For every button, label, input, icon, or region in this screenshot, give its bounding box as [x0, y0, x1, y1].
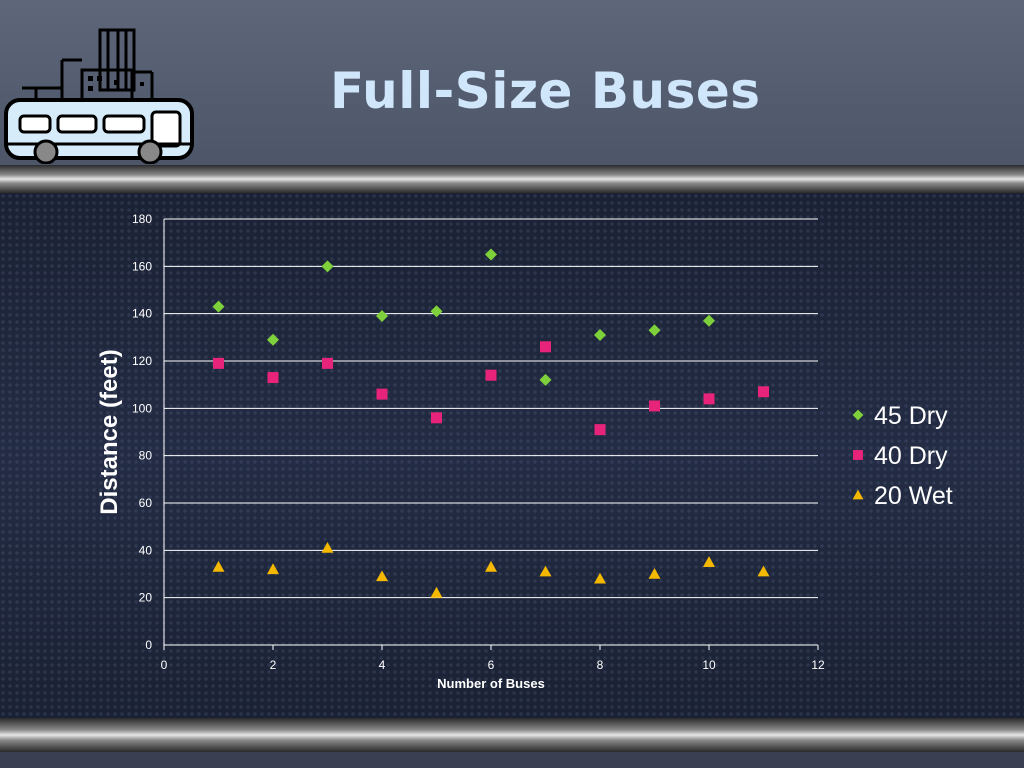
- data-point: [540, 341, 551, 353]
- legend-label: 40 Dry: [874, 442, 948, 470]
- data-point: [703, 393, 715, 405]
- data-point: [485, 560, 497, 572]
- data-point: [757, 565, 770, 577]
- x-tick-label: 12: [811, 658, 825, 672]
- legend-label: 20 Wet: [874, 482, 953, 510]
- data-point: [649, 400, 660, 412]
- data-point: [212, 560, 225, 572]
- y-tick-label: 160: [132, 259, 152, 273]
- data-point: [485, 369, 497, 381]
- data-point: [322, 357, 333, 369]
- legend-marker: [853, 450, 863, 460]
- legend-label: 45 Dry: [874, 402, 948, 430]
- data-point: [703, 556, 715, 567]
- y-tick-label: 80: [139, 449, 153, 463]
- data-point: [539, 373, 552, 386]
- data-point: [267, 563, 279, 575]
- x-axis-label: Number of Buses: [437, 676, 545, 691]
- data-point: [376, 310, 388, 323]
- data-point: [376, 570, 388, 582]
- data-point: [703, 314, 715, 327]
- x-tick-label: 6: [488, 658, 495, 672]
- x-tick-label: 0: [161, 658, 168, 672]
- scatter-chart: 0 20 40 60 80 100 120 140 160 180 0 2 4 6 8 10 12 Number …: [96, 212, 953, 691]
- data-point: [213, 357, 224, 369]
- y-tick-label: 0: [145, 638, 152, 652]
- data-point: [648, 568, 661, 579]
- data-point: [267, 372, 279, 384]
- data-point: [594, 328, 606, 341]
- legend-marker: [852, 409, 864, 421]
- y-tick-label: 120: [132, 354, 152, 368]
- chart-panel: 0 20 40 60 80 100 120 140 160 180 0 2 4 6 8 10 12 Number …: [0, 193, 1024, 718]
- data-point: [267, 333, 279, 346]
- data-point: [321, 260, 334, 273]
- y-tick-label: 180: [132, 212, 152, 226]
- data-point: [485, 248, 497, 261]
- data-point: [594, 424, 606, 436]
- data-point: [539, 565, 552, 577]
- data-point: [321, 541, 334, 553]
- data-point: [648, 324, 661, 337]
- bottom-strip: [0, 752, 1024, 768]
- y-tick-label: 60: [139, 496, 153, 510]
- y-axis-label: Distance (feet): [96, 349, 123, 514]
- data-point: [212, 300, 225, 313]
- slide-title: Full-Size Buses: [330, 62, 761, 120]
- y-tick-label: 100: [132, 401, 152, 415]
- data-point: [430, 305, 443, 318]
- divider-bar-bottom: [0, 718, 1024, 752]
- x-tick-label: 8: [597, 658, 604, 672]
- x-tick-label: 4: [379, 658, 386, 672]
- legend-marker: [852, 489, 864, 500]
- slide-header: Full-Size Buses: [0, 0, 1024, 165]
- data-point: [594, 572, 606, 584]
- x-tick-label: 10: [702, 658, 716, 672]
- data-point: [431, 412, 442, 424]
- data-point: [430, 586, 443, 598]
- divider-bar-top: [0, 165, 1024, 193]
- y-tick-label: 40: [139, 543, 153, 557]
- y-tick-label: 140: [132, 307, 152, 321]
- y-tick-label: 20: [139, 591, 153, 605]
- data-point: [376, 388, 388, 400]
- data-point: [758, 386, 769, 398]
- bus-city-icon: [4, 28, 194, 164]
- x-tick-label: 2: [270, 658, 277, 672]
